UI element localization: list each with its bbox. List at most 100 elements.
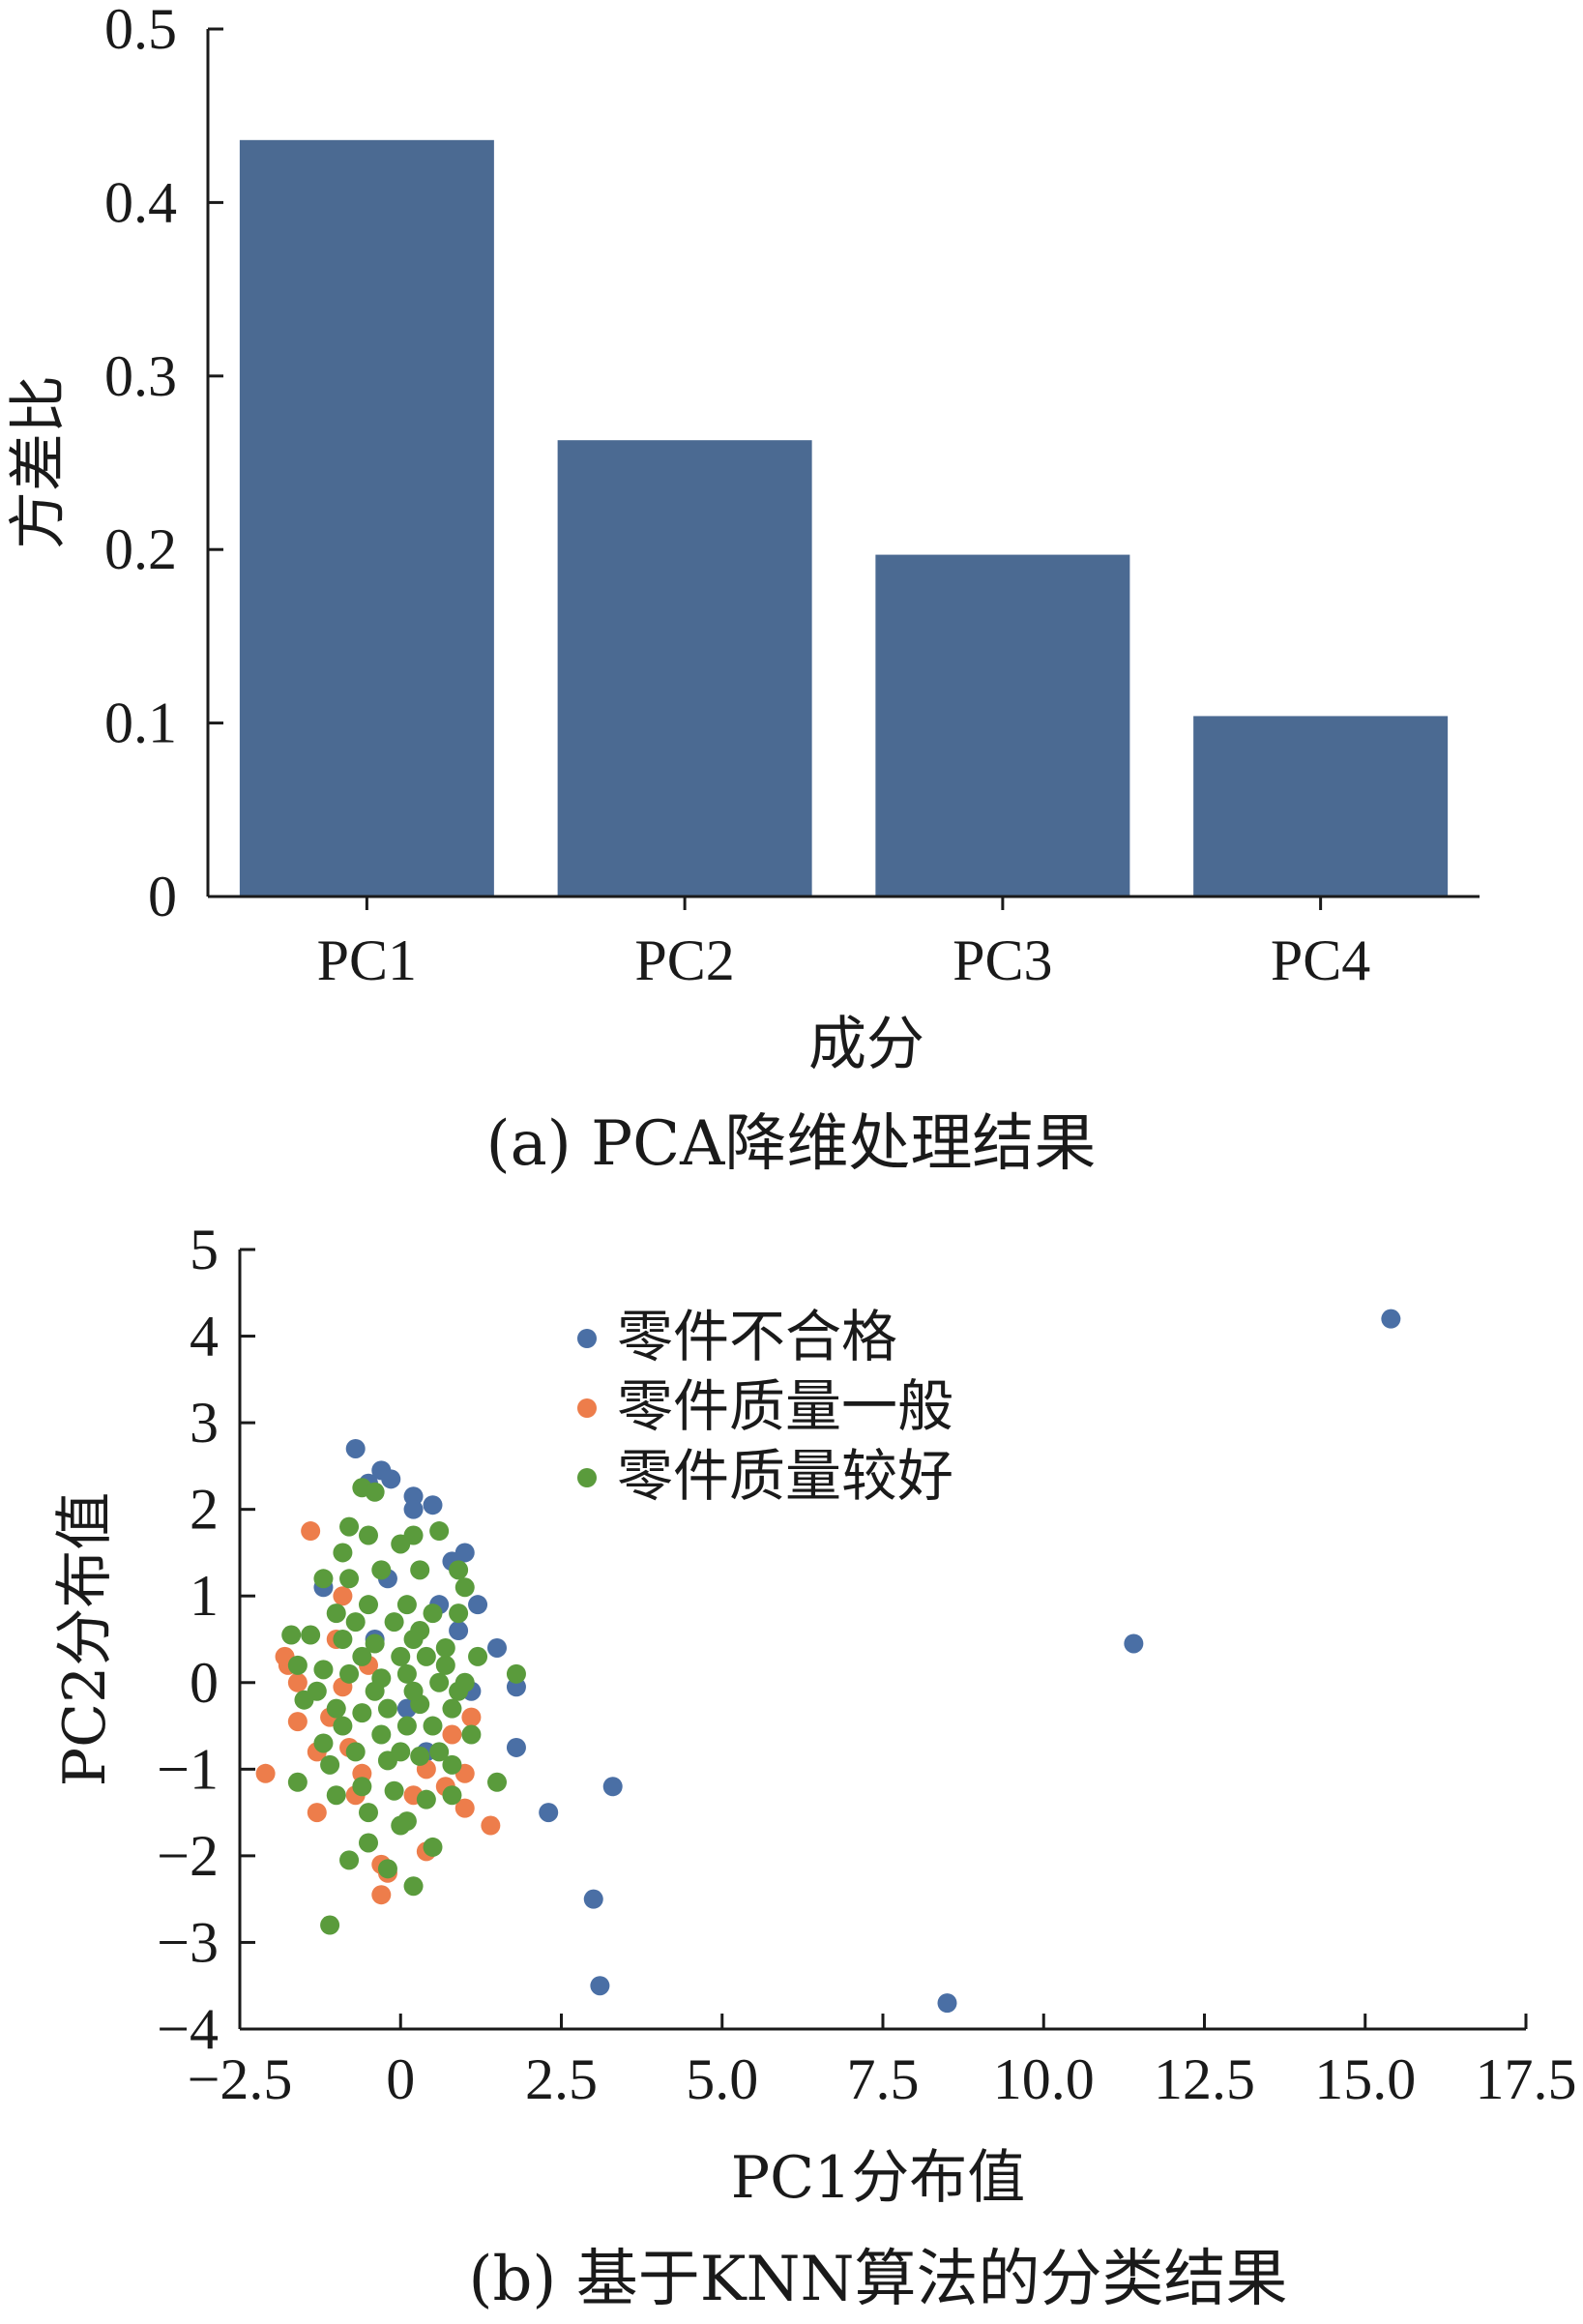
scatter-point-series-2 (410, 1746, 430, 1766)
scatter-point-series-1 (255, 1763, 276, 1783)
x-tick-label: PC4 (1271, 928, 1370, 992)
scatter-point-series-2 (326, 1785, 346, 1806)
y-ticks-b: −4 −3 −2 −1 0 1 2 3 4 5 (157, 1218, 255, 2061)
x-tick-label-b: 0 (386, 2047, 415, 2111)
caption-b: (b) 基于KNN算法的分类结果 (468, 2244, 1287, 2315)
scatter-point-series-2 (287, 1655, 308, 1675)
scatter-point-series-2 (429, 1742, 450, 1762)
x-tick-label: PC2 (634, 928, 734, 992)
x-axis-title: 成分 (808, 1011, 924, 1078)
legend-label: 零件不合格 (617, 1304, 897, 1369)
legend-label: 零件质量一般 (617, 1373, 953, 1439)
y-axis-title-b: PC2分布值 (51, 1492, 119, 1786)
scatter-point-series-2 (365, 1482, 385, 1502)
scatter-chart-knn: −4 −3 −2 −1 0 1 2 3 4 5 −2.5 0 2.5 5.0 7.5 10.0 12.5 15.… (51, 1218, 1577, 2315)
scatter-point-series-1 (442, 1724, 462, 1745)
y-tick-label: 0.1 (104, 691, 177, 755)
scatter-point-series-2 (377, 1698, 397, 1719)
x-tick-label-b: 7.5 (847, 2047, 920, 2111)
bar-chart-pca: 0 0.1 0.2 0.3 0.4 0.5 PC1 PC2 PC3 PC4 成分 方差比 (a)… (5, 0, 1480, 1180)
scatter-point-series-2 (352, 1646, 372, 1666)
y-tick-label: 0.5 (104, 0, 177, 61)
bar-series (239, 139, 1449, 897)
scatter-point-series-0 (583, 1889, 603, 1909)
scatter-point-series-2 (429, 1672, 450, 1692)
scatter-point-series-2 (449, 1603, 469, 1624)
scatter-point-series-2 (313, 1660, 334, 1680)
scatter-point-series-2 (442, 1698, 462, 1719)
y-tick-label: 0.3 (104, 344, 177, 408)
scatter-point-series-2 (506, 1663, 526, 1684)
scatter-point-series-0 (590, 1976, 610, 1996)
scatter-point-series-2 (287, 1772, 308, 1792)
scatter-point-series-2 (365, 1681, 385, 1701)
scatter-point-series-2 (410, 1560, 430, 1580)
y-tick-label-b: 3 (190, 1391, 219, 1455)
scatter-point-series-0 (602, 1777, 623, 1797)
scatter-point-series-2 (333, 1716, 353, 1736)
scatter-point-series-2 (396, 1663, 417, 1684)
scatter-point-series-2 (377, 1859, 397, 1879)
scatter-point-series-2 (359, 1525, 378, 1545)
bar-pc1 (239, 139, 494, 897)
scatter-point-series-1 (287, 1672, 308, 1692)
scatter-point-series-2 (423, 1837, 443, 1857)
y-tick-label-b: −4 (157, 1997, 219, 2061)
y-tick-label-b: 4 (190, 1305, 219, 1368)
scatter-point-series-0 (381, 1469, 401, 1489)
scatter-point-series-2 (391, 1742, 411, 1762)
scatter-point-series-2 (365, 1633, 385, 1654)
scatter-points (255, 1309, 1401, 2014)
scatter-point-series-2 (320, 1915, 340, 1935)
scatter-point-series-2 (442, 1754, 462, 1775)
scatter-point-series-2 (391, 1646, 411, 1666)
x-tick-label-b: 5.0 (686, 2047, 758, 2111)
bar-pc4 (1193, 716, 1449, 897)
x-tick-label-b: 2.5 (525, 2047, 598, 2111)
scatter-point-series-2 (339, 1569, 360, 1589)
scatter-point-series-0 (403, 1499, 424, 1519)
x-ticks: PC1 PC2 PC3 PC4 (317, 897, 1370, 992)
scatter-point-series-2 (468, 1646, 488, 1666)
scatter-point-series-2 (320, 1754, 340, 1775)
scatter-point-series-1 (307, 1803, 327, 1823)
y-tick-label: 0 (148, 865, 177, 928)
scatter-point-series-0 (1381, 1309, 1401, 1329)
scatter-point-series-2 (359, 1833, 378, 1853)
scatter-point-series-2 (423, 1603, 443, 1624)
scatter-point-series-2 (442, 1785, 462, 1806)
scatter-point-series-2 (435, 1655, 455, 1675)
y-tick-label-b: −2 (157, 1824, 219, 1888)
scatter-point-series-0 (539, 1803, 559, 1823)
scatter-point-series-2 (345, 1742, 366, 1762)
x-axis-title-b: PC1分布值 (731, 2144, 1025, 2212)
y-tick-label-b: −3 (157, 1910, 219, 1974)
scatter-point-series-2 (371, 1560, 392, 1580)
scatter-point-series-2 (403, 1525, 424, 1545)
x-tick-label-b: 10.0 (993, 2047, 1095, 2111)
scatter-point-series-2 (384, 1780, 404, 1801)
x-ticks-b: −2.5 0 2.5 5.0 7.5 10.0 12.5 15.0 17.5 (188, 2014, 1577, 2111)
scatter-point-series-1 (333, 1586, 353, 1606)
x-tick-label: PC1 (317, 928, 417, 992)
scatter-point-series-2 (333, 1630, 353, 1649)
scatter-point-series-2 (307, 1681, 327, 1701)
y-tick-label-b: −1 (157, 1737, 219, 1801)
legend-marker (577, 1329, 597, 1348)
y-tick-label: 0.2 (104, 517, 177, 581)
x-tick-label-b: −2.5 (188, 2047, 293, 2111)
scatter-point-series-0 (487, 1637, 507, 1658)
scatter-point-series-2 (326, 1603, 346, 1624)
x-tick-label: PC3 (953, 928, 1052, 992)
y-tick-label-b: 0 (190, 1651, 219, 1715)
y-tick-label-b: 1 (190, 1564, 219, 1628)
scatter-point-series-2 (461, 1724, 482, 1745)
scatter-point-series-2 (359, 1595, 378, 1615)
scatter-point-series-2 (281, 1625, 302, 1645)
scatter-point-series-2 (391, 1815, 411, 1836)
scatter-point-series-2 (339, 1663, 360, 1684)
scatter-point-series-2 (313, 1733, 334, 1753)
y-axis-title: 方差比 (5, 375, 73, 549)
caption-a: (a) PCA降维处理结果 (486, 1108, 1097, 1180)
